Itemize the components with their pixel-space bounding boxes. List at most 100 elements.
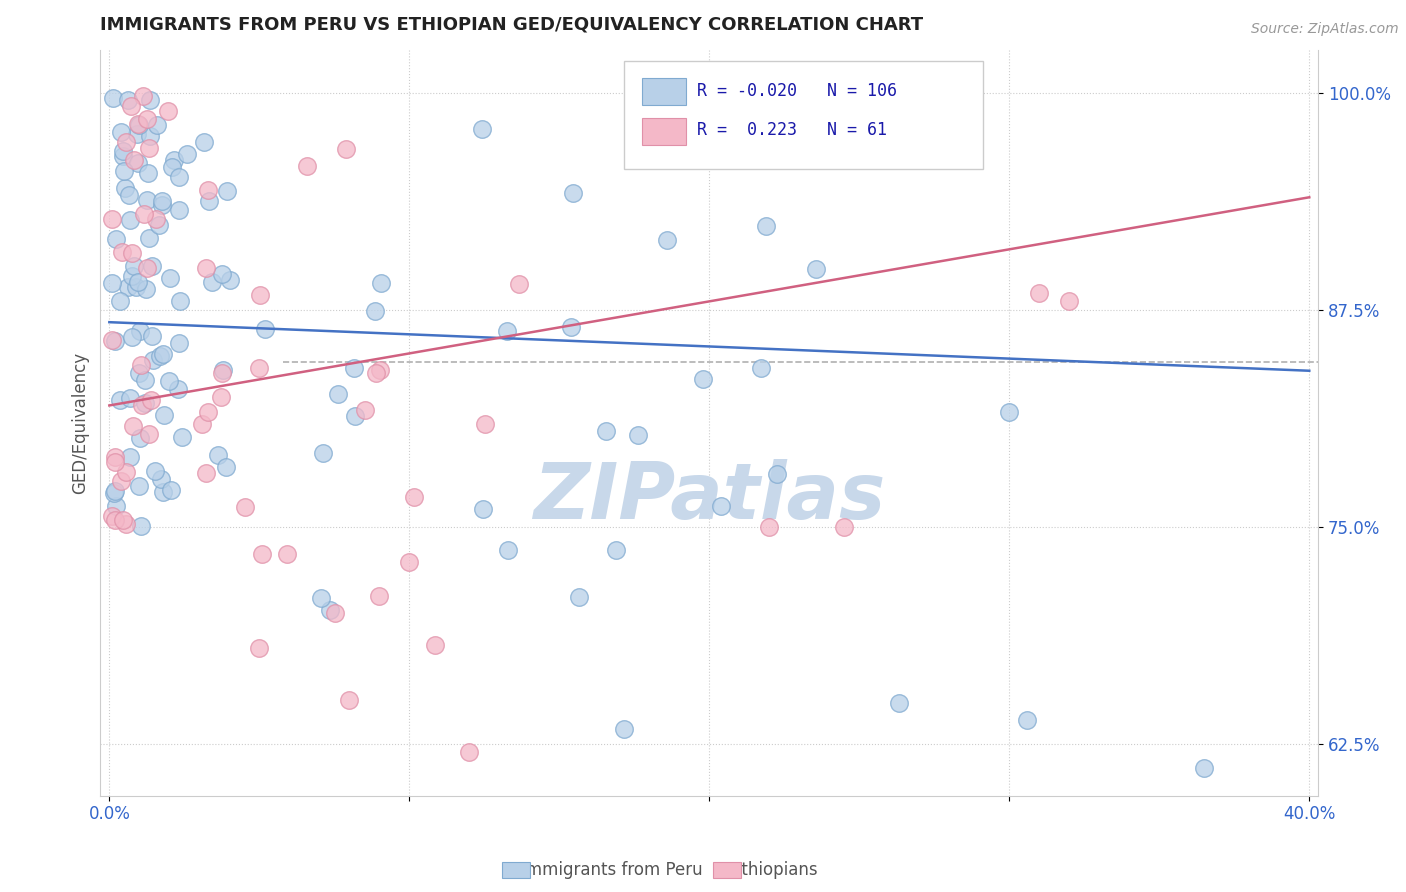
Point	[370, 276, 392, 290]
Point	[167, 202, 190, 217]
Point	[215, 184, 238, 198]
Point	[458, 745, 481, 759]
Point	[595, 424, 617, 438]
Point	[627, 428, 650, 442]
Point	[101, 276, 124, 290]
Point	[101, 334, 124, 348]
Point	[117, 93, 139, 107]
Point	[128, 366, 150, 380]
Point	[138, 141, 160, 155]
Point	[806, 261, 828, 276]
Y-axis label: GED/Equivalency: GED/Equivalency	[72, 351, 89, 494]
Point	[149, 349, 172, 363]
Point	[176, 147, 198, 161]
Point	[110, 125, 132, 139]
Point	[496, 324, 519, 338]
Point	[710, 500, 733, 514]
Point	[157, 104, 180, 119]
Point	[197, 183, 219, 197]
Point	[1017, 713, 1039, 727]
Point	[110, 474, 132, 488]
Point	[146, 118, 169, 132]
Point	[323, 606, 346, 620]
Point	[194, 466, 217, 480]
Text: Ethiopians: Ethiopians	[731, 861, 818, 879]
Point	[343, 360, 366, 375]
Point	[170, 430, 193, 444]
Point	[128, 325, 150, 339]
Text: Immigrants from Peru: Immigrants from Peru	[522, 861, 703, 879]
Point	[152, 346, 174, 360]
Point	[104, 513, 127, 527]
Point	[758, 520, 780, 534]
Point	[148, 218, 170, 232]
Point	[219, 273, 242, 287]
Point	[474, 417, 496, 431]
Point	[309, 591, 332, 606]
Point	[191, 417, 214, 432]
Point	[749, 360, 772, 375]
Point	[252, 548, 274, 562]
Point	[112, 149, 135, 163]
Point	[135, 260, 157, 275]
Point	[163, 153, 186, 167]
Point	[159, 271, 181, 285]
Point	[247, 641, 270, 656]
Point	[233, 500, 256, 514]
Point	[129, 358, 152, 372]
Point	[104, 455, 127, 469]
Point	[143, 464, 166, 478]
Point	[125, 128, 148, 142]
Point	[207, 448, 229, 462]
Point	[765, 467, 787, 481]
Point	[319, 603, 342, 617]
Point	[938, 138, 960, 153]
Point	[104, 450, 127, 464]
Point	[215, 459, 238, 474]
Point	[998, 405, 1021, 419]
Point	[115, 135, 138, 149]
Point	[335, 142, 357, 156]
Point	[128, 479, 150, 493]
Point	[368, 363, 391, 377]
Point	[425, 638, 447, 652]
Point	[157, 374, 180, 388]
Point	[121, 245, 143, 260]
Point	[136, 193, 159, 207]
Point	[139, 128, 162, 143]
Point	[657, 233, 679, 247]
Point	[211, 366, 233, 380]
Point	[1028, 285, 1050, 300]
Point	[169, 293, 191, 308]
Point	[131, 398, 153, 412]
Point	[755, 219, 778, 233]
Point	[276, 548, 298, 562]
Point	[160, 161, 183, 175]
Point	[114, 517, 136, 532]
Point	[496, 543, 519, 558]
Point	[120, 99, 142, 113]
Point	[135, 282, 157, 296]
Point	[112, 163, 135, 178]
Point	[212, 363, 235, 377]
Point	[613, 722, 636, 736]
Point	[138, 231, 160, 245]
Point	[1194, 761, 1216, 775]
Point	[128, 118, 150, 132]
FancyBboxPatch shape	[643, 78, 686, 105]
Point	[471, 121, 494, 136]
Point	[101, 508, 124, 523]
Point	[249, 288, 271, 302]
FancyBboxPatch shape	[643, 118, 686, 145]
Point	[114, 465, 136, 479]
Point	[472, 501, 495, 516]
Point	[103, 334, 125, 348]
Point	[118, 212, 141, 227]
Point	[141, 329, 163, 343]
Point	[167, 335, 190, 350]
Point	[354, 403, 377, 417]
Point	[134, 395, 156, 409]
Point	[145, 211, 167, 226]
Point	[887, 696, 910, 710]
Text: R =  0.223   N = 61: R = 0.223 N = 61	[697, 121, 887, 139]
